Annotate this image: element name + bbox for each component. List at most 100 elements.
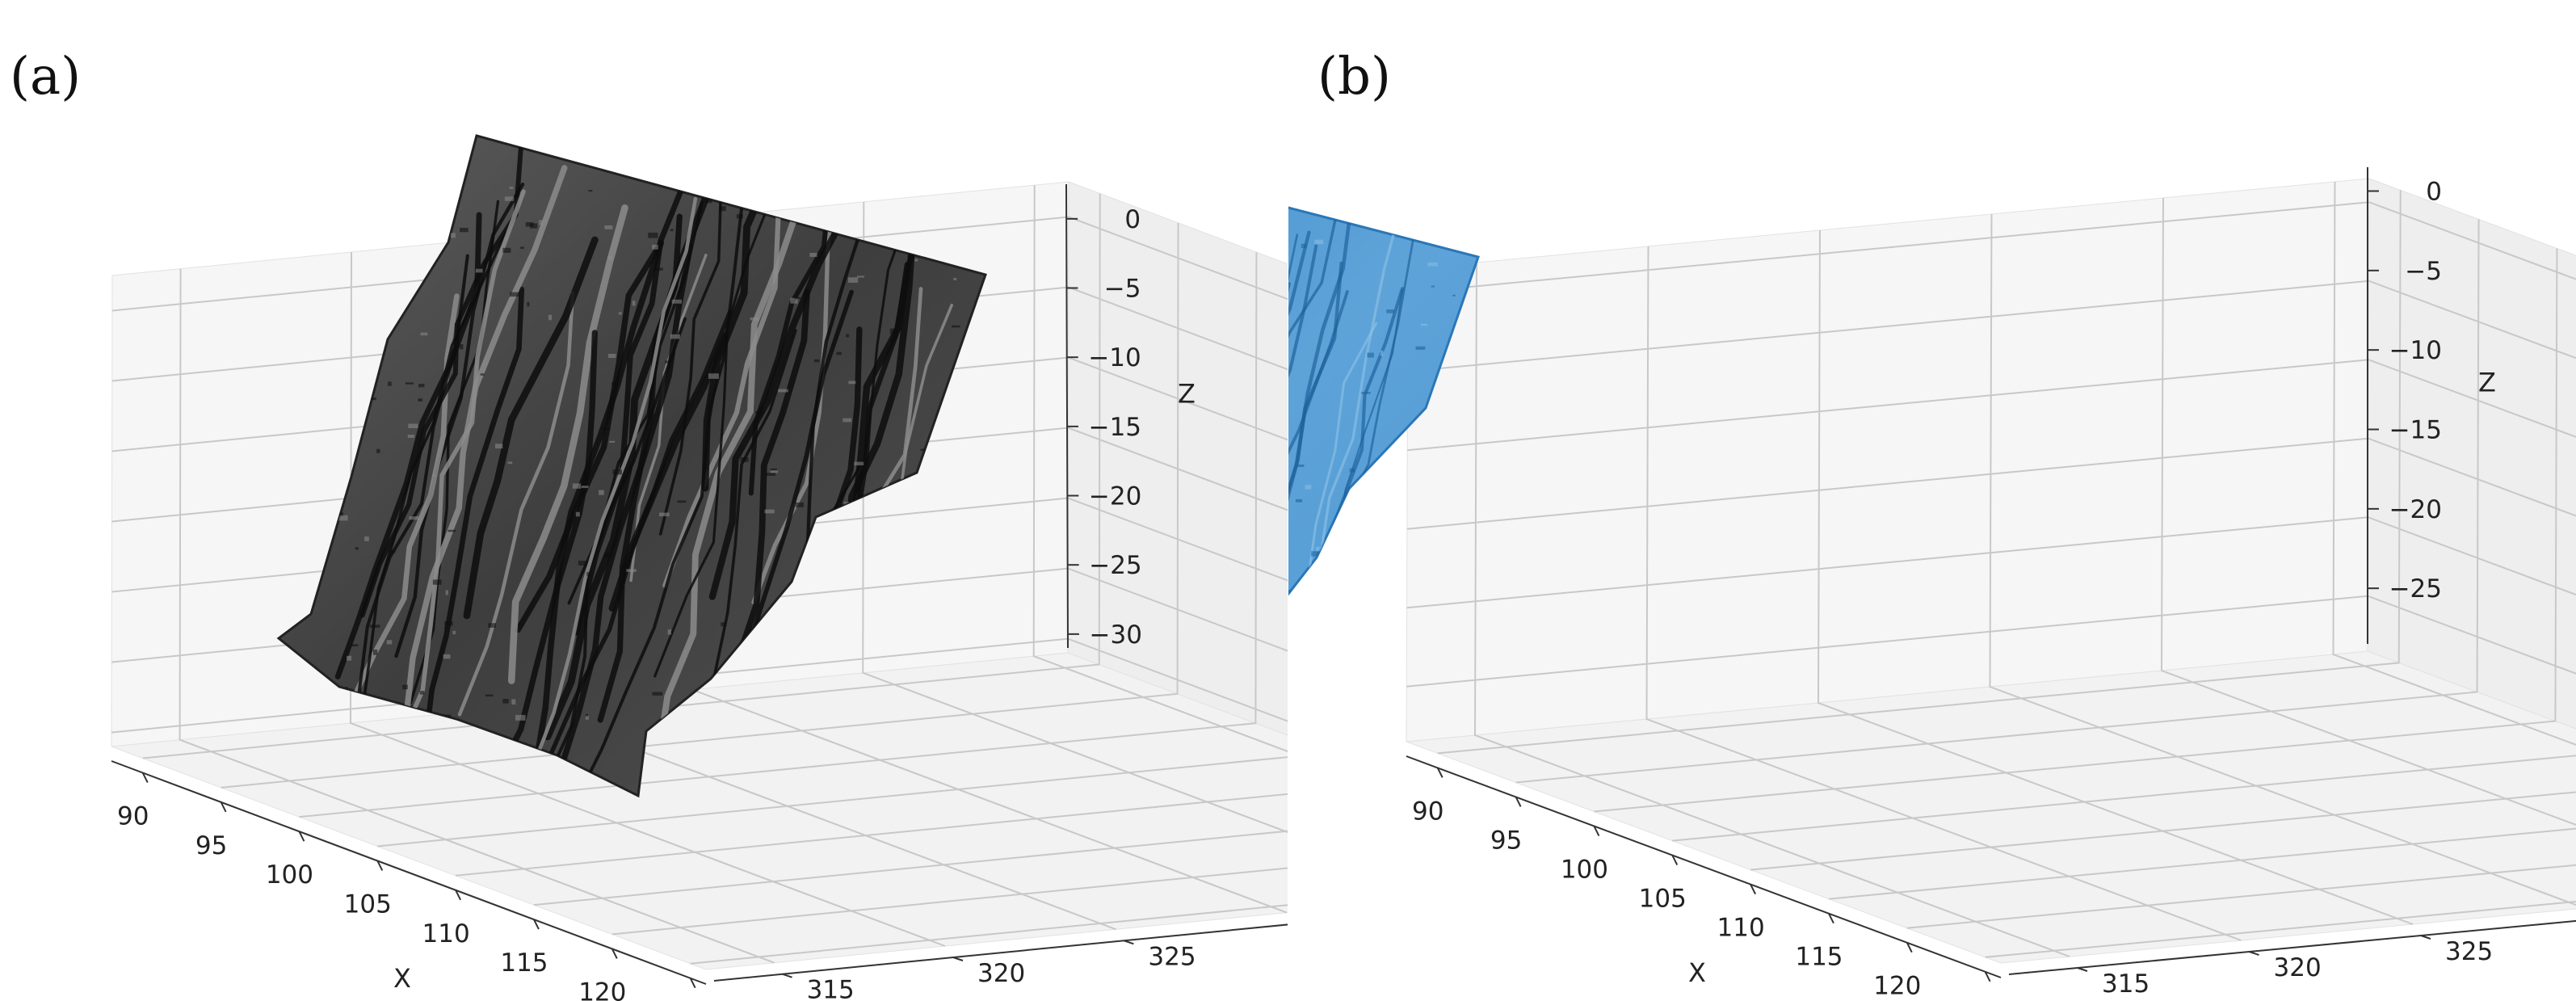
surface-speck <box>1295 498 1303 503</box>
surface-ridge <box>1288 244 1318 652</box>
surface-ridge <box>701 163 776 492</box>
grid-line-z <box>1407 359 2576 452</box>
x-tick <box>1750 884 1756 895</box>
panel-label-a: (a) <box>10 47 82 107</box>
surface-speck <box>608 353 616 359</box>
surface-speck <box>443 626 448 629</box>
surface-speck <box>355 547 359 550</box>
grid-line-y <box>2160 197 2576 826</box>
x-axis-label: X <box>393 963 411 994</box>
grid-line-y <box>1032 185 1288 753</box>
surface-speck <box>795 502 804 507</box>
surface-speck <box>1325 185 1332 189</box>
surface-speck <box>407 435 414 438</box>
z-tick-label: −10 <box>1088 343 1141 372</box>
x-tick-label: 100 <box>266 860 313 890</box>
surface-speck <box>388 381 392 386</box>
surface-speck <box>609 440 616 443</box>
y-axis-line <box>2008 919 2576 975</box>
pane-left-wall <box>1406 178 2370 742</box>
pane-back-wall <box>2367 178 2576 730</box>
surface-speck <box>408 423 418 428</box>
surface-speck <box>393 237 397 242</box>
grid-line-y <box>2332 181 2576 746</box>
surface <box>1288 137 1480 804</box>
x-tick-label: 95 <box>1490 826 1522 855</box>
surface-speck <box>510 292 520 297</box>
surface-speck <box>770 468 778 471</box>
x-tick <box>1515 797 1522 807</box>
surface-speck <box>708 373 719 379</box>
surface-speck <box>389 550 396 553</box>
z-tick-label: 0 <box>2426 178 2442 207</box>
surface-speck <box>420 332 428 336</box>
grid-line-x <box>142 193 1101 759</box>
surface-speck <box>575 511 580 517</box>
y-tick <box>952 957 964 961</box>
surface-speck <box>585 716 589 720</box>
surface-ridge <box>538 242 694 796</box>
x-tick <box>376 860 384 871</box>
surface-speck <box>1380 350 1384 356</box>
surface-ridge <box>608 332 729 612</box>
surface-speck <box>1415 346 1426 350</box>
surface-speck <box>790 297 798 304</box>
surface-speck <box>376 448 380 453</box>
axis-lines <box>1406 167 2576 982</box>
surface-speck <box>530 223 538 229</box>
surface-speck <box>494 444 503 449</box>
surface-speck <box>750 317 759 321</box>
z-tick-label: −20 <box>1089 482 1141 511</box>
surface-speck <box>648 232 658 238</box>
z-axis-label: Z <box>1178 378 1196 409</box>
surface-speck <box>1363 562 1368 567</box>
surface-ridge <box>530 239 665 784</box>
surface-plot-b: 9095100105110115120125315320325330335340… <box>1288 137 2576 1001</box>
z-tick-label: −5 <box>1104 275 1141 304</box>
surface-ridge <box>708 208 851 600</box>
surface-speck <box>338 515 348 521</box>
surface-speck <box>432 579 442 585</box>
surface-speck <box>670 334 680 339</box>
z-axis-line <box>1065 183 1069 649</box>
surface-speck <box>1355 554 1365 557</box>
x-tick <box>298 831 305 842</box>
grid-line-y <box>1817 229 2414 925</box>
z-tick-label: −20 <box>2389 495 2442 524</box>
x-tick <box>455 890 461 901</box>
surface-ridge <box>463 236 599 620</box>
surface-speck <box>670 229 674 232</box>
surface-speck <box>485 694 494 697</box>
surface-speck <box>1366 493 1371 497</box>
surface-speck <box>914 259 918 262</box>
surface-ridge <box>1288 137 1357 570</box>
surface-speck <box>1385 658 1395 661</box>
surface-speck <box>369 625 380 628</box>
surface-speck <box>527 301 530 307</box>
y-tick <box>782 973 792 978</box>
surface-speck <box>1431 285 1435 288</box>
surface-speck <box>604 225 613 229</box>
surface-speck <box>402 684 408 690</box>
surface-speck <box>1420 323 1427 326</box>
surface-speck <box>386 640 393 645</box>
surface-speck <box>459 344 464 350</box>
y-tick <box>2420 935 2431 940</box>
surface-speck <box>585 713 588 717</box>
surface-speck <box>920 448 927 452</box>
surface-speck <box>1300 731 1304 737</box>
x-tick-label: 120 <box>1873 972 1921 1001</box>
surface-speck <box>601 427 611 430</box>
y-tick-label: 320 <box>2274 953 2322 982</box>
surface-speck <box>502 247 511 253</box>
x-tick <box>1436 767 1443 778</box>
surface-ridge <box>748 168 834 496</box>
grid-line-x <box>1828 827 2576 900</box>
x-tick-label: 90 <box>117 802 149 831</box>
surface-speck <box>764 509 775 514</box>
y-tick-label: 315 <box>2102 969 2149 999</box>
surface-speck <box>364 536 369 541</box>
surface-speck <box>1335 599 1346 604</box>
surface-speck <box>778 389 788 393</box>
y-tick-label: 315 <box>807 976 855 1001</box>
